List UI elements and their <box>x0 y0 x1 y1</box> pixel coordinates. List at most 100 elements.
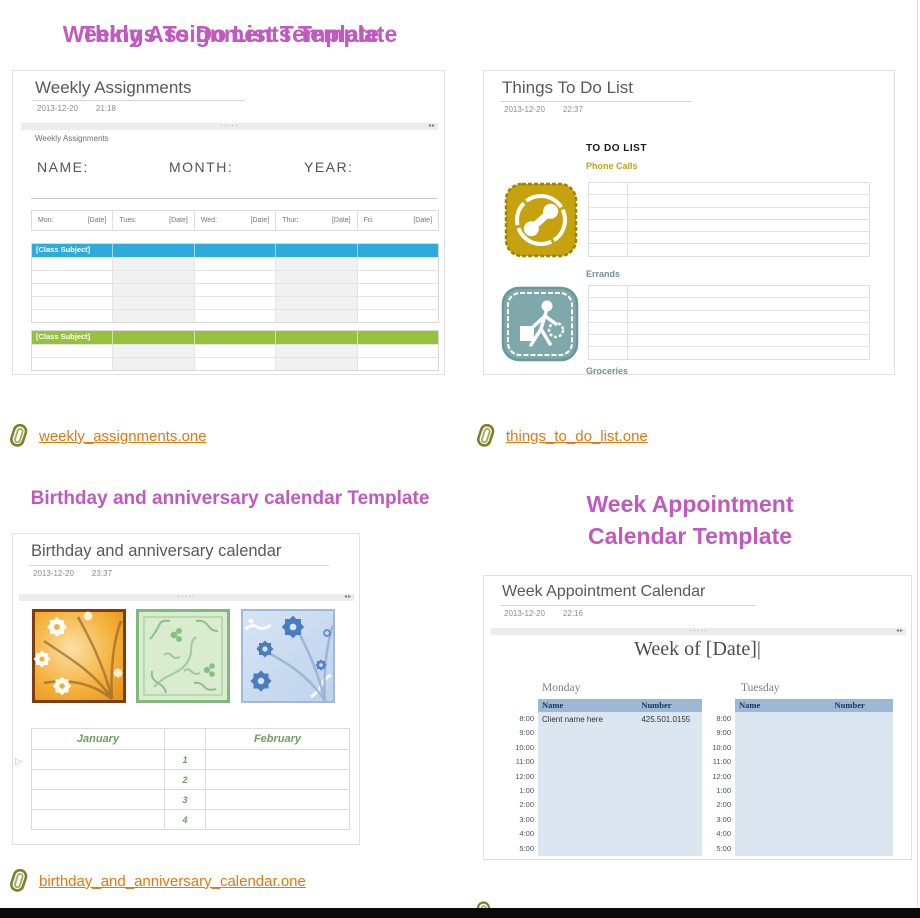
monday-time-column: 8:00 9:00 10:00 11:00 12:00 1:00 2:00 3:00 4… <box>515 714 534 853</box>
title-underline <box>500 605 756 606</box>
phone-icon <box>504 182 578 258</box>
monday-body: Client name here 425.501.0155 <box>538 712 702 856</box>
green-header-row: [Class Subject] <box>32 331 438 344</box>
table-row: 4 <box>32 809 349 829</box>
weekly-file-link[interactable]: weekly_assignments.one <box>39 427 207 445</box>
table-row: 3 <box>32 789 349 809</box>
weekly-assignments-preview-image: Weekly Assignments 2013-12-20 21:18 ·····… <box>12 70 445 375</box>
green-floral-art <box>136 609 230 703</box>
week-of-heading: Week of [Date]| <box>634 638 761 660</box>
day-cell-mon: Mon: [Date] <box>32 211 114 230</box>
todo-file-link[interactable]: things_to_do_list.one <box>506 427 648 445</box>
note-time: 22:37 <box>562 105 583 114</box>
day-cell-thur: Thur: [Date] <box>276 211 358 230</box>
blue-floral-art <box>241 609 335 703</box>
paperclip-icon <box>9 424 28 447</box>
table-row: 1 <box>32 749 349 769</box>
note-title: Week Appointment Calendar <box>502 583 706 600</box>
day-cell-fri: Fri: [Date] <box>363 217 433 224</box>
text-cursor: | <box>756 638 761 660</box>
heading-week-appointment: Week Appointment Calendar Template <box>460 488 920 552</box>
phone-calls-label: Phone Calls <box>586 161 638 171</box>
table-row <box>32 283 438 296</box>
phone-calls-table <box>588 182 870 257</box>
note-date-row: 2013-12-20 22:16 <box>504 609 601 618</box>
tuesday-time-column: 8:00 9:00 10:00 11:00 12:00 1:00 2:00 3:00 4… <box>712 714 731 853</box>
todo-list-title: TO DO LIST <box>586 143 647 154</box>
table-row <box>589 347 869 359</box>
note-title: Things To Do List <box>502 78 634 97</box>
heading-week-appointment-line1: Week Appointment <box>586 491 794 517</box>
note-title: Birthday and anniversary calendar <box>31 542 282 560</box>
note-date: 2013-12-20 <box>504 105 545 114</box>
note-date-row: 2013-12-20 21:18 <box>37 104 134 113</box>
orange-floral-art <box>32 609 126 703</box>
monday-label: Monday <box>542 682 581 694</box>
tuesday-table: Name Number <box>735 699 893 856</box>
bottom-black-bar <box>0 908 920 918</box>
class-subject-table-green: [Class Subject] <box>31 330 439 371</box>
table-row <box>589 298 869 311</box>
resize-arrows-icon: ◂▸ <box>343 594 352 600</box>
clipped-paperclip-icon <box>476 901 491 908</box>
title-underline <box>33 100 245 101</box>
errands-label: Errands <box>586 269 621 279</box>
container-resize-bar: ····· ◂▸ <box>491 626 906 635</box>
title-underline <box>29 565 329 566</box>
birthday-file-link[interactable]: birthday_and_anniversary_calendar.one <box>39 872 306 890</box>
tuesday-body <box>735 712 893 856</box>
table-row <box>589 219 869 233</box>
drag-dots-icon: ····· <box>689 626 708 635</box>
paperclip-icon <box>9 869 28 892</box>
heading-weekly-assignments: Weekly Assignments Template <box>62 21 398 47</box>
birthday-calendar-preview-image: Birthday and anniversary calendar 2013-1… <box>12 533 360 845</box>
heading-birthday-calendar: Birthday and anniversary calendar Templa… <box>30 488 430 509</box>
table-row <box>589 183 869 196</box>
week-days-header-table: Mon: [Date] Tues: [Date] Wed: [Date] Thur:[… <box>31 210 439 231</box>
table-row <box>589 207 869 220</box>
tuesday-header-row: Name Number <box>735 699 893 712</box>
container-resize-bar: ····· ◂▸ <box>21 121 438 130</box>
clipped-section-label: Groceries <box>586 366 629 375</box>
note-date: 2013-12-20 <box>37 104 78 113</box>
note-time: 21:18 <box>95 104 116 113</box>
note-title: Weekly Assignments <box>35 78 192 97</box>
table-row <box>589 335 869 348</box>
birthday-file-row: birthday_and_anniversary_calendar.one <box>8 869 306 893</box>
heading-week-appointment-line2: Calendar Template <box>587 523 793 549</box>
errands-table <box>588 285 870 360</box>
blue-header-row: [Class Subject] <box>32 244 438 257</box>
month-field-label: MONTH: <box>169 159 234 175</box>
monday-header-row: Name Number <box>538 699 702 712</box>
name-field-label: NAME: <box>37 159 89 175</box>
class-subject-table-blue: [Class Subject] <box>31 243 439 323</box>
table-row: 2 <box>32 769 349 789</box>
table-row <box>589 232 869 245</box>
month-header-row: January February <box>32 729 349 749</box>
week-appointment-preview-image: Week Appointment Calendar 2013-12-20 22:1… <box>483 575 912 860</box>
todo-file-row: things_to_do_list.one <box>475 424 648 448</box>
table-row <box>32 344 438 357</box>
title-underline <box>500 101 692 102</box>
appointment-row: Client name here 425.501.0155 <box>542 715 691 724</box>
errands-icon <box>501 286 579 362</box>
birthday-month-table: January February 1 2 3 4 <box>31 728 350 830</box>
table-handle-icon: ▷ <box>15 756 22 766</box>
day-cell-wed: Wed: [Date] <box>195 211 277 230</box>
month-january: January <box>32 729 165 749</box>
table-row <box>589 322 869 336</box>
note-date: 2013-12-20 <box>504 609 545 618</box>
table-row <box>32 270 438 283</box>
drag-dots-icon: ····· <box>220 121 239 130</box>
paperclip-icon <box>476 424 495 447</box>
container-resize-bar: ····· ◂▸ <box>19 593 354 601</box>
day-cell-tues: Tues: [Date] <box>113 211 195 230</box>
resize-arrows-icon: ◂▸ <box>895 628 904 634</box>
monday-table: Name Number Client name here 425.501.015… <box>538 699 702 856</box>
table-row <box>589 310 869 323</box>
note-date-row: 2013-12-20 22:37 <box>504 105 601 114</box>
note-time: 23:37 <box>91 569 112 578</box>
heading-things-to-do: Things To Do List Template <box>80 21 380 47</box>
table-row <box>589 286 869 299</box>
